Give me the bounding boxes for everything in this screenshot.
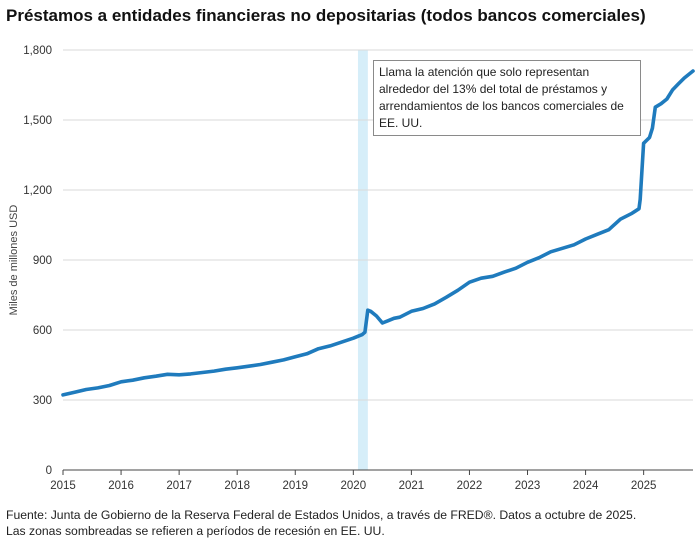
x-tick-label: 2019 [282,480,308,492]
x-tick-label: 2018 [224,480,250,492]
axis-layer: 0 300 600 900 1,200 1,500 1,800 2015 2016 2017 201… [23,45,693,492]
y-tick-label: 600 [33,325,52,337]
x-tick-label: 2021 [399,480,425,492]
x-tick-label: 2023 [515,480,541,492]
x-tick-label: 2020 [341,480,367,492]
y-tick-label: 1,500 [23,115,52,127]
x-tick-label: 2017 [166,480,192,492]
chart-title: Préstamos a entidades financieras no dep… [6,6,646,25]
y-axis-label: Miles de millones USD [8,205,20,316]
x-tick-label: 2015 [50,480,76,492]
footer: Fuente: Junta de Gobierno de la Reserva … [6,507,696,539]
annotation-text: Llama la atención que solo representan a… [379,65,624,130]
x-tick-label: 2022 [457,480,483,492]
y-tick-label: 1,200 [23,185,52,197]
y-tick-label: 300 [33,395,52,407]
y-tick-label: 1,800 [23,45,52,57]
line-layer [61,69,695,397]
annotation-box: Llama la atención que solo representan a… [373,60,641,136]
x-tick-label: 2025 [631,480,657,492]
series-line [61,69,695,397]
x-tick-label: 2016 [108,480,134,492]
y-tick-label: 900 [33,255,52,267]
x-tick-label: 2024 [573,480,599,492]
footer-source: Fuente: Junta de Gobierno de la Reserva … [6,508,637,522]
footer-recession-note: Las zonas sombreadas se refieren a perío… [6,524,385,538]
y-tick-label: 0 [46,465,52,477]
